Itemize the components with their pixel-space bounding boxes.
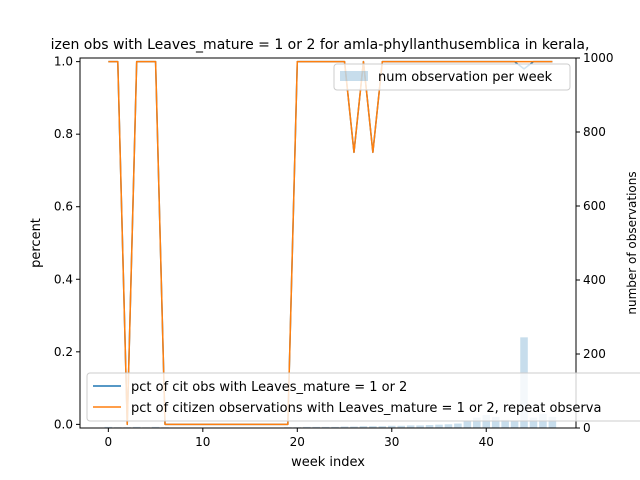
x-tick-label: 20	[290, 435, 305, 449]
y-axis-ticks: 0.0 0.2 0.4 0.6 0.8 1.0	[54, 55, 80, 431]
y2-tick-label: 1000	[583, 51, 614, 65]
bar	[331, 426, 339, 428]
plot-frame	[79, 57, 577, 429]
series-line-2	[108, 60, 553, 426]
bar	[406, 425, 415, 428]
bar	[359, 426, 368, 428]
y2-axis-ticks: 0 200 400 600 800 1000	[576, 51, 614, 435]
bar	[473, 417, 481, 428]
y-tick-label: 0.8	[54, 127, 73, 141]
x-axis-label: week index	[291, 455, 365, 470]
x-axis-ticks: 0 10 20 30 40	[105, 428, 494, 449]
line-layer	[108, 60, 553, 426]
bar	[321, 426, 330, 428]
bar	[104, 426, 113, 428]
y2-tick-label: 200	[583, 347, 606, 361]
y2-tick-label: 600	[583, 199, 606, 213]
x-tick-label: 10	[195, 435, 210, 449]
legend-bars: num observation per week	[333, 63, 571, 91]
bar	[397, 425, 405, 428]
y-tick-label: 0.0	[54, 417, 73, 431]
bar	[463, 420, 472, 428]
bar	[454, 423, 462, 428]
bar	[387, 425, 396, 428]
bar	[132, 426, 141, 428]
bar	[340, 426, 349, 428]
legend-bars-box	[333, 63, 571, 91]
legend-lines-box	[86, 372, 640, 422]
bar	[151, 426, 160, 428]
bar	[510, 421, 519, 428]
legend-series-1-label: pct of cit obs with Leaves_mature = 1 or…	[131, 380, 407, 395]
bar	[491, 416, 500, 428]
bar	[435, 424, 443, 428]
legend-lines: pct of cit obs with Leaves_mature = 1 or…	[86, 372, 640, 422]
bar	[501, 419, 509, 428]
bar	[312, 426, 320, 428]
y-tick-label: 0.4	[54, 272, 73, 286]
bar	[425, 425, 434, 428]
y2-axis-label: number of observations	[625, 171, 639, 314]
bar	[529, 417, 538, 428]
bar	[482, 415, 491, 428]
y-tick-label: 0.6	[54, 200, 73, 214]
x-tick-label: 40	[479, 435, 494, 449]
y2-tick-label: 0	[583, 421, 591, 435]
bar	[444, 424, 453, 428]
bar	[378, 426, 387, 428]
y-axis-label: percent	[29, 218, 44, 268]
bar	[548, 416, 557, 428]
x-tick-label: 30	[384, 435, 399, 449]
bar	[416, 425, 424, 428]
y-tick-label: 0.2	[54, 345, 73, 359]
y-tick-label: 1.0	[54, 55, 73, 69]
bar	[302, 426, 311, 428]
legend-bars-swatch	[340, 71, 368, 81]
bar	[350, 426, 358, 428]
legend-series-2-label: pct of citizen observations with Leaves_…	[131, 401, 601, 416]
series-line-1	[108, 60, 553, 426]
chart-title: izen obs with Leaves_mature = 1 or 2 for…	[51, 37, 590, 53]
y2-tick-label: 800	[583, 125, 606, 139]
bar	[369, 426, 377, 428]
x-tick-label: 0	[105, 435, 113, 449]
legend-bars-label: num observation per week	[378, 70, 553, 85]
y2-tick-label: 400	[583, 273, 606, 287]
